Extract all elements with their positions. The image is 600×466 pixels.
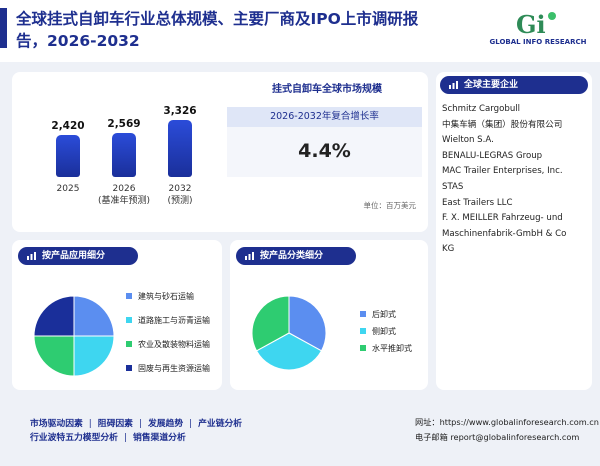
footer-link[interactable]: 市场驱动因素 — [30, 419, 83, 429]
email-text: 电子邮箱 report@globalinforesearch.com — [415, 432, 580, 442]
bar-category-label: 2032 (预测) — [167, 184, 193, 206]
legend-swatch — [126, 365, 132, 371]
application-card: 按产品应用细分 建筑与砂石运输道路施工与沥青运输 农业及散装物料运输 固废与再生资源… — [12, 240, 222, 390]
legend-swatch — [360, 345, 366, 351]
bar-2025 — [56, 135, 80, 177]
cagr-area — [227, 127, 422, 177]
logo: Gi GLOBAL INFO RESEARCH — [486, 10, 590, 50]
header: 全球挂式自卸车行业总体规模、主要厂商及IPO上市调研报 告，2026-2032 … — [0, 0, 600, 62]
company-item: MAC Trailer Enterprises, Inc. — [442, 166, 563, 177]
legend-swatch — [126, 317, 132, 323]
legend-label: 后卸式 — [372, 310, 396, 319]
link-separator: | — [189, 419, 193, 429]
bar-chart-icon — [245, 252, 254, 260]
legend-label: 固废与再生资源运输 — [138, 364, 210, 373]
company-item: Wielton S.A. — [442, 135, 494, 146]
companies-heading-label: 全球主要企业 — [464, 80, 519, 90]
logo-mark: Gi — [516, 10, 546, 39]
bar-value-label: 2,420 — [51, 120, 85, 133]
link-separator: | — [88, 419, 92, 429]
link-separator: | — [138, 419, 142, 429]
company-list: Schmitz Cargobull 中集车辆（集团）股份有限公司 Wielton S… — [442, 102, 590, 258]
unit-label: 单位：百万美元 — [363, 201, 417, 210]
footer-links-row2: 行业波特五力模型分析 | 销售渠道分析 — [30, 430, 186, 443]
company-item: Maschinenfabrik-GmbH & Co — [442, 228, 567, 239]
legend-label: 侧卸式 — [372, 327, 396, 336]
pie-slice-0 — [288, 296, 326, 352]
footer-link[interactable]: 阻碍因素 — [97, 419, 133, 429]
page-title-line1: 全球挂式自卸车行业总体规模、主要厂商及IPO上市调研报 — [16, 10, 419, 28]
bar-value-label: 2,569 — [107, 117, 141, 130]
companies-heading: 全球主要企业 — [440, 76, 588, 94]
legend-swatch — [360, 311, 366, 317]
legend-swatch — [126, 341, 132, 347]
legend-label: 建筑与砂石运输 — [138, 292, 194, 301]
product-type-heading: 按产品分类细分 — [236, 247, 356, 265]
footer-links-row1: 市场驱动因素 | 阻碍因素 | 发展趋势 | 产业链分析 — [30, 416, 242, 429]
logo-text: GLOBAL INFO RESEARCH — [489, 38, 587, 46]
pie-slice-1 — [73, 335, 114, 376]
company-item: Schmitz Cargobull — [442, 104, 521, 114]
legend-label: 道路施工与沥青运输 — [138, 316, 210, 325]
footer-link[interactable]: 销售渠道分析 — [132, 433, 186, 443]
pie-slice-2 — [34, 335, 75, 376]
product-type-heading-label: 按产品分类细分 — [260, 251, 324, 261]
page-title-line2: 告，2026-2032 — [16, 32, 140, 50]
bar-chart-icon — [449, 81, 458, 89]
legend-label: 水平推卸式 — [372, 344, 412, 353]
company-item: 中集车辆（集团）股份有限公司 — [442, 119, 563, 130]
product-type-legend: 后卸式侧卸式水平推卸式 — [360, 310, 426, 370]
companies-card: 全球主要企业 Schmitz Cargobull 中集车辆（集团）股份有限公司 Wi… — [436, 72, 592, 390]
page-title: 全球挂式自卸车行业总体规模、主要厂商及IPO上市调研报 告，2026-2032 — [16, 8, 436, 52]
market-title: 挂式自卸车全球市场规模 — [272, 84, 382, 95]
title-accent-bar — [0, 8, 7, 48]
footer-link[interactable]: 产业链分析 — [198, 419, 243, 429]
company-item: KG — [442, 244, 455, 255]
link-separator: | — [123, 433, 127, 443]
company-item: BENALU-LEGRAS Group — [442, 150, 543, 161]
market-size-card: 2,420 2025 2,569 2026 (基准年预测) 3,326 2032 (预测) 挂… — [12, 72, 428, 232]
bar-chart: 2,420 2025 2,569 2026 (基准年预测) 3,326 2032 (预测) — [32, 82, 222, 222]
bar-value-label: 3,326 — [163, 104, 197, 117]
product-type-pie-chart — [252, 296, 326, 370]
product-type-card: 按产品分类细分 后卸式侧卸式水平推卸式 — [230, 240, 428, 390]
application-pie-chart — [34, 296, 114, 376]
company-item: F. X. MEILLER Fahrzeug- und — [442, 213, 563, 224]
logo-dot-icon — [548, 12, 556, 20]
bar-category-label: 2026 (基准年预测) — [97, 184, 151, 206]
cagr-label: 2026-2032年复合增长率 — [227, 107, 422, 127]
website-text: 网址：https://www.globalinforesearch.com.cn — [415, 417, 599, 427]
footer-links-area: 市场驱动因素 | 阻碍因素 | 发展趋势 | 产业链分析 行业波特五力模型分析 | 销售渠道分析 — [12, 400, 428, 456]
legend-label: 农业及散装物料运输 — [138, 340, 210, 349]
application-heading: 按产品应用细分 — [18, 247, 138, 265]
footer-link[interactable]: 发展趋势 — [147, 419, 184, 429]
company-item: STAS — [442, 181, 464, 192]
pie-slice-2 — [252, 296, 290, 352]
application-legend: 建筑与砂石运输道路施工与沥青运输 农业及散装物料运输 固废与再生资源运输 — [126, 292, 220, 382]
legend-swatch — [360, 328, 366, 334]
pie-slice-0 — [73, 296, 114, 337]
company-item: East Trailers LLC — [442, 197, 513, 208]
application-heading-label: 按产品应用细分 — [42, 251, 106, 261]
cagr-value: 4.4% — [298, 140, 351, 162]
bar-2026 — [112, 132, 136, 177]
bar-chart-icon — [27, 252, 36, 260]
bar-category-label: 2025 — [56, 184, 80, 194]
pie-slice-3 — [34, 296, 75, 337]
footer-link[interactable]: 行业波特五力模型分析 — [30, 433, 118, 443]
bar-2032 — [168, 119, 192, 177]
legend-swatch — [126, 293, 132, 299]
